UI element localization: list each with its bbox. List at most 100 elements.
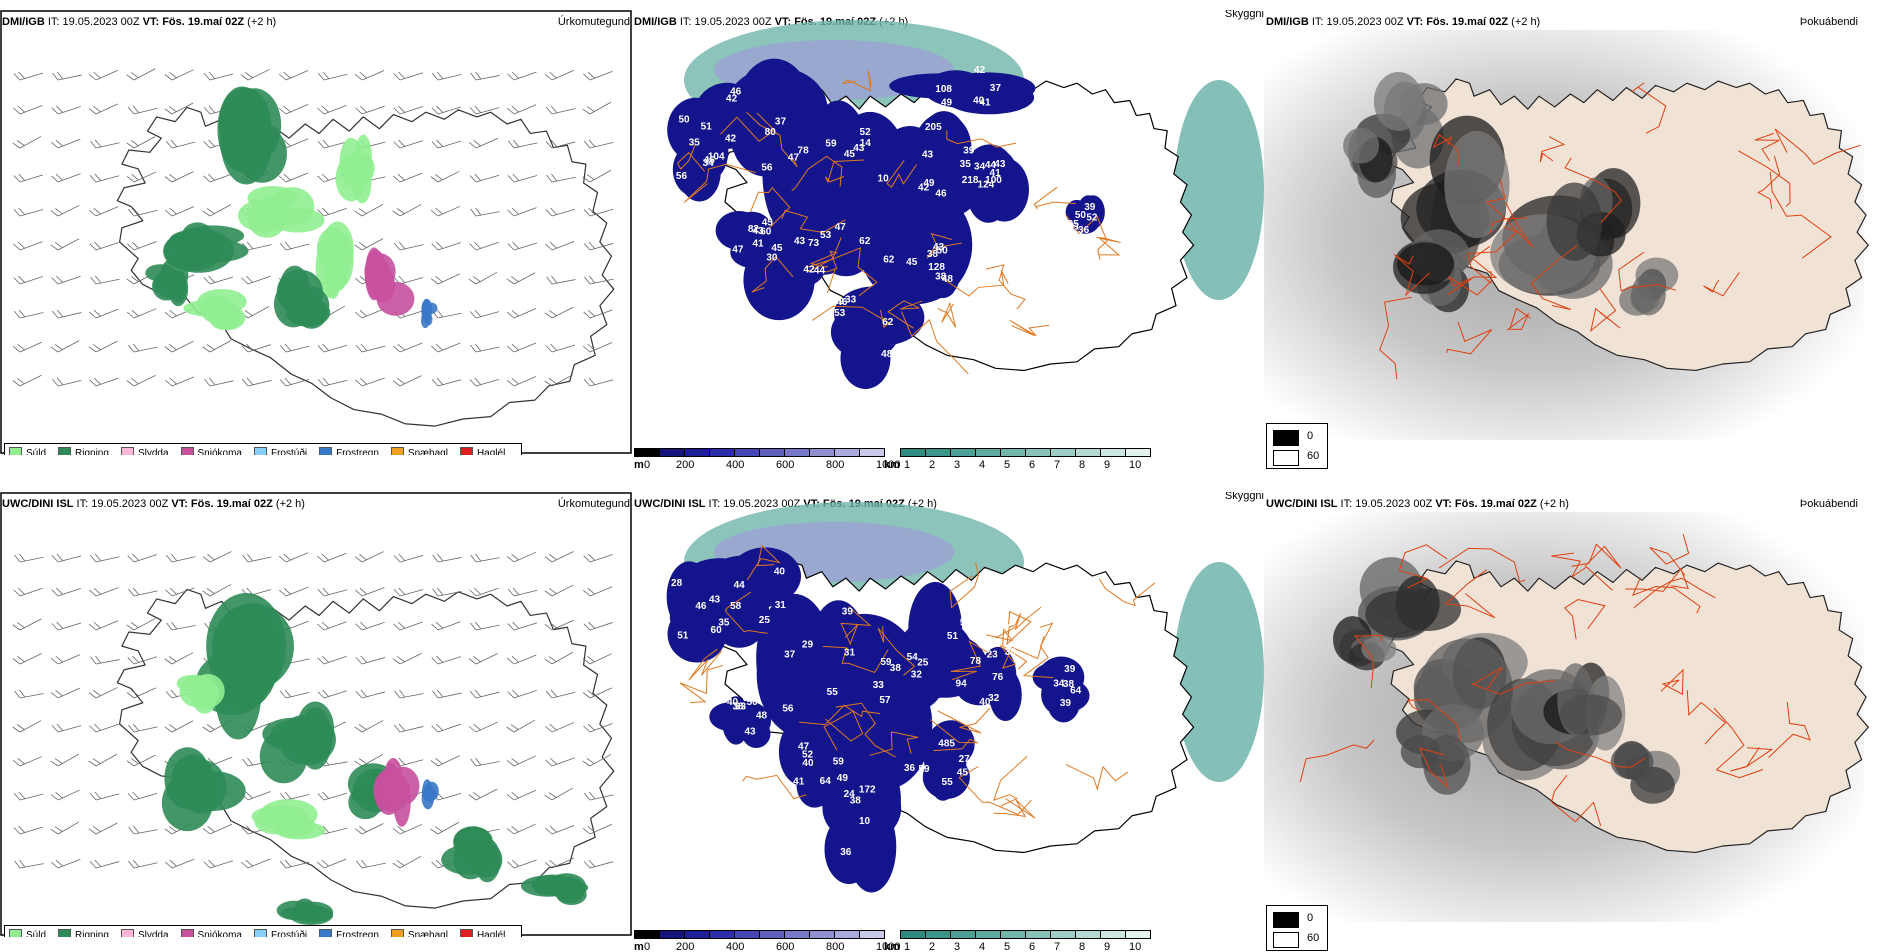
colorbar-tick: 6 bbox=[1029, 459, 1036, 470]
colorbar-segment bbox=[684, 448, 710, 457]
wind-barb bbox=[279, 586, 309, 597]
cloud-base-value: 56 bbox=[761, 163, 773, 174]
cloud-base-value: 28 bbox=[671, 578, 683, 589]
wind-barb bbox=[546, 173, 576, 183]
cloud-base-value: 485 bbox=[938, 738, 955, 749]
fog-legend-swatch bbox=[1273, 450, 1299, 466]
wind-barb bbox=[50, 340, 80, 353]
colorbar-segment bbox=[759, 448, 785, 457]
colorbar-tick: 10 bbox=[1129, 941, 1142, 952]
colorbar-segment bbox=[659, 448, 685, 457]
cloud-base-value: 124 bbox=[978, 180, 995, 191]
valid-time: VT: Fös. 19.maí 02Z bbox=[1435, 498, 1537, 510]
wind-barb bbox=[51, 587, 81, 597]
colorbar-tick: 3 bbox=[954, 459, 961, 470]
cloud-base-value: 34 bbox=[703, 158, 715, 169]
wind-barb bbox=[317, 587, 348, 597]
wind-barb bbox=[544, 619, 575, 631]
lead-time: (+2 h) bbox=[1508, 16, 1541, 28]
wind-barb bbox=[202, 584, 232, 597]
wind-barb bbox=[278, 552, 309, 563]
wind-barb bbox=[469, 587, 499, 597]
cloud-base-value: 38 bbox=[732, 701, 744, 712]
wind-barb bbox=[432, 587, 462, 597]
wind-barb bbox=[50, 789, 80, 801]
wind-barb bbox=[278, 172, 309, 183]
legend-swatch bbox=[319, 928, 333, 937]
panel-title: DMI/IGB IT: 19.05.2023 00Z VT: Fös. 19.m… bbox=[1266, 16, 1540, 28]
wind-barb bbox=[545, 105, 576, 115]
wind-barb bbox=[317, 858, 347, 869]
panel-variable-label: Skyggni bbox=[1224, 492, 1264, 502]
wind-barb bbox=[506, 719, 536, 733]
legend-label: Súld bbox=[26, 447, 47, 456]
legend-label: Súld bbox=[26, 929, 47, 938]
road-network bbox=[676, 70, 1121, 375]
panel-variable-label: Skyggni bbox=[1224, 10, 1264, 20]
wind-barb bbox=[279, 343, 310, 353]
fog-legend-label: 0 bbox=[1307, 912, 1314, 924]
road-network bbox=[1299, 533, 1811, 827]
wind-barb bbox=[126, 136, 156, 149]
legend-label: Frostúði bbox=[270, 447, 308, 456]
wind-barb bbox=[506, 376, 537, 387]
cloud-base-value: 43 bbox=[744, 726, 756, 737]
colorbar-segment bbox=[784, 930, 810, 939]
cloud-base-value: 91 bbox=[1069, 221, 1081, 232]
legend-item-5: Frostregn bbox=[319, 446, 379, 455]
wind-barb bbox=[582, 101, 612, 115]
cloud-base-value: 56 bbox=[782, 703, 794, 714]
cloud-base-value: 52 bbox=[860, 127, 872, 138]
colorbar-segment bbox=[1100, 930, 1126, 939]
model-name: DMI/IGB bbox=[634, 16, 677, 28]
road-network bbox=[679, 544, 1156, 819]
wind-barb bbox=[469, 377, 500, 387]
fog-map bbox=[1264, 512, 1869, 922]
wind-barb bbox=[50, 238, 80, 251]
cloud-base-value: 37 bbox=[784, 649, 796, 660]
legend-label: Frostúði bbox=[270, 929, 308, 938]
wind-barb bbox=[432, 553, 462, 563]
wind-barb bbox=[204, 377, 234, 387]
wind-barb bbox=[89, 587, 119, 597]
iceland-outline bbox=[1388, 560, 1869, 854]
wind-barb bbox=[392, 375, 422, 387]
cloud-base-value: 45 bbox=[844, 149, 856, 160]
wind-barb bbox=[126, 68, 156, 81]
wind-barb bbox=[470, 553, 500, 563]
wind-barb bbox=[392, 855, 422, 869]
wind-barb bbox=[507, 621, 538, 631]
wind-barb bbox=[241, 275, 271, 285]
wind-barb bbox=[164, 376, 195, 387]
legend-item-3: Snjókoma bbox=[180, 928, 242, 937]
cloud-base-value: 32 bbox=[911, 669, 923, 680]
cloud-base-value: 51 bbox=[701, 122, 713, 133]
fog-legend-label: 0 bbox=[1307, 430, 1314, 442]
wind-barb bbox=[51, 553, 82, 563]
colorbar-segment bbox=[784, 448, 810, 457]
cloud-base-value: 36 bbox=[1078, 225, 1090, 236]
colorbar-segment bbox=[859, 930, 885, 939]
wind-barb bbox=[355, 689, 386, 699]
cloud-base-value: 50 bbox=[1075, 210, 1087, 221]
cloud-base-value: 49 bbox=[837, 773, 849, 784]
valid-time: VT: Fös. 19.maí 02Z bbox=[171, 498, 273, 510]
cloud-base-value: 25 bbox=[917, 657, 929, 668]
wind-barb bbox=[279, 791, 310, 801]
colorbar-segment bbox=[1100, 448, 1126, 457]
cloud-base-value: 48 bbox=[881, 349, 893, 360]
colorbar-tick: 400 bbox=[726, 941, 745, 952]
cloud-base-value: 40 bbox=[802, 758, 814, 769]
fog-legend: 0 60 bbox=[1266, 423, 1328, 469]
wind-barb bbox=[584, 791, 614, 801]
colorbar-tick: 10 bbox=[1129, 459, 1142, 470]
legend-item-3: Snjókoma bbox=[180, 446, 242, 455]
wind-barb bbox=[544, 374, 574, 387]
cloud-base-value: 41 bbox=[990, 168, 1002, 179]
wind-barb bbox=[51, 723, 82, 733]
cloud-base-value: 128 bbox=[928, 262, 945, 273]
legend-item-6: Snæhagl bbox=[390, 446, 448, 455]
wind-barb bbox=[14, 689, 44, 699]
wind-barb bbox=[126, 687, 156, 699]
wind-barb bbox=[468, 721, 499, 733]
